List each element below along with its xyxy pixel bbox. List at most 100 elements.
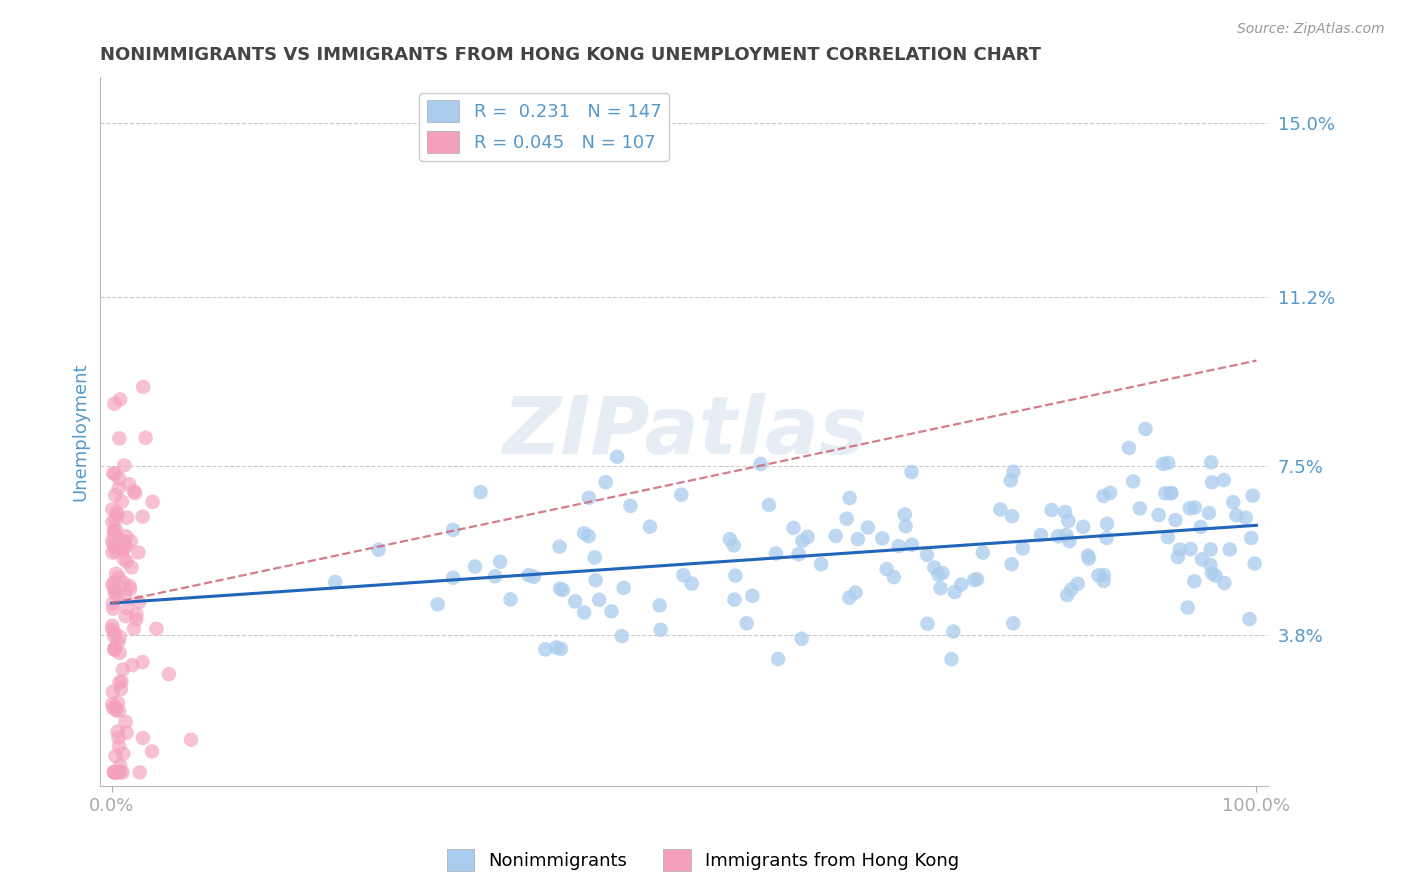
Point: [1180, 542, 1202, 557]
Point: [103, 764, 125, 779]
Point: [112, 552, 135, 566]
Point: [1000, 474, 1022, 488]
Point: [104, 583, 127, 598]
Point: [141, 495, 163, 509]
Point: [600, 604, 623, 618]
Point: [157, 667, 180, 681]
Point: [122, 484, 145, 499]
Point: [115, 554, 138, 568]
Point: [613, 581, 636, 595]
Point: [1240, 531, 1263, 545]
Point: [915, 548, 938, 562]
Point: [796, 530, 818, 544]
Point: [927, 567, 949, 582]
Point: [103, 629, 125, 643]
Point: [1000, 558, 1022, 572]
Point: [135, 431, 157, 445]
Point: [1098, 486, 1121, 500]
Point: [1002, 465, 1025, 479]
Point: [110, 533, 132, 547]
Point: [1213, 575, 1236, 590]
Point: [1168, 542, 1191, 557]
Point: [103, 397, 125, 411]
Point: [595, 475, 617, 490]
Point: [103, 575, 125, 590]
Point: [883, 570, 905, 584]
Point: [105, 701, 128, 715]
Point: [900, 465, 922, 479]
Point: [894, 519, 917, 533]
Point: [606, 450, 628, 464]
Point: [107, 696, 129, 710]
Point: [114, 714, 136, 729]
Point: [988, 502, 1011, 516]
Point: [1225, 508, 1247, 523]
Point: [870, 532, 893, 546]
Point: [758, 498, 780, 512]
Point: [1060, 582, 1083, 597]
Point: [107, 508, 129, 522]
Point: [1241, 489, 1264, 503]
Point: [810, 558, 832, 572]
Point: [104, 467, 127, 481]
Point: [1059, 534, 1081, 549]
Point: [441, 523, 464, 537]
Point: [1164, 513, 1187, 527]
Point: [103, 467, 125, 481]
Point: [108, 431, 131, 445]
Point: [1219, 542, 1241, 557]
Legend: Nonimmigrants, Immigrants from Hong Kong: Nonimmigrants, Immigrants from Hong Kong: [440, 842, 966, 879]
Point: [108, 764, 131, 779]
Point: [101, 545, 124, 559]
Point: [1199, 558, 1222, 572]
Point: [824, 529, 846, 543]
Text: ZIPatlas: ZIPatlas: [502, 392, 866, 470]
Point: [107, 724, 129, 739]
Point: [103, 524, 125, 538]
Point: [894, 508, 917, 522]
Point: [546, 640, 568, 655]
Point: [572, 526, 595, 541]
Point: [876, 562, 898, 576]
Point: [105, 506, 128, 520]
Point: [112, 542, 135, 557]
Point: [835, 512, 858, 526]
Point: [588, 592, 610, 607]
Point: [110, 674, 132, 689]
Point: [108, 739, 131, 753]
Point: [966, 572, 988, 586]
Point: [838, 491, 860, 505]
Point: [125, 607, 148, 622]
Point: [917, 616, 939, 631]
Point: [792, 533, 814, 548]
Point: [101, 698, 124, 712]
Point: [1129, 501, 1152, 516]
Point: [1191, 552, 1213, 566]
Point: [112, 747, 135, 761]
Point: [1154, 486, 1177, 500]
Point: [103, 641, 125, 656]
Point: [131, 655, 153, 669]
Point: [790, 632, 813, 646]
Point: [1095, 516, 1118, 531]
Point: [1239, 612, 1261, 626]
Point: [120, 582, 142, 596]
Point: [101, 622, 124, 636]
Point: [1157, 456, 1180, 470]
Point: [108, 471, 131, 485]
Point: [838, 591, 860, 605]
Point: [942, 624, 965, 639]
Point: [548, 582, 571, 596]
Point: [441, 571, 464, 585]
Point: [104, 488, 127, 502]
Point: [1234, 510, 1257, 524]
Point: [104, 626, 127, 640]
Point: [105, 765, 128, 780]
Point: [101, 502, 124, 516]
Point: [1182, 574, 1205, 589]
Point: [128, 595, 150, 609]
Point: [470, 485, 492, 500]
Point: [1147, 508, 1170, 522]
Point: [110, 541, 132, 555]
Point: [499, 592, 522, 607]
